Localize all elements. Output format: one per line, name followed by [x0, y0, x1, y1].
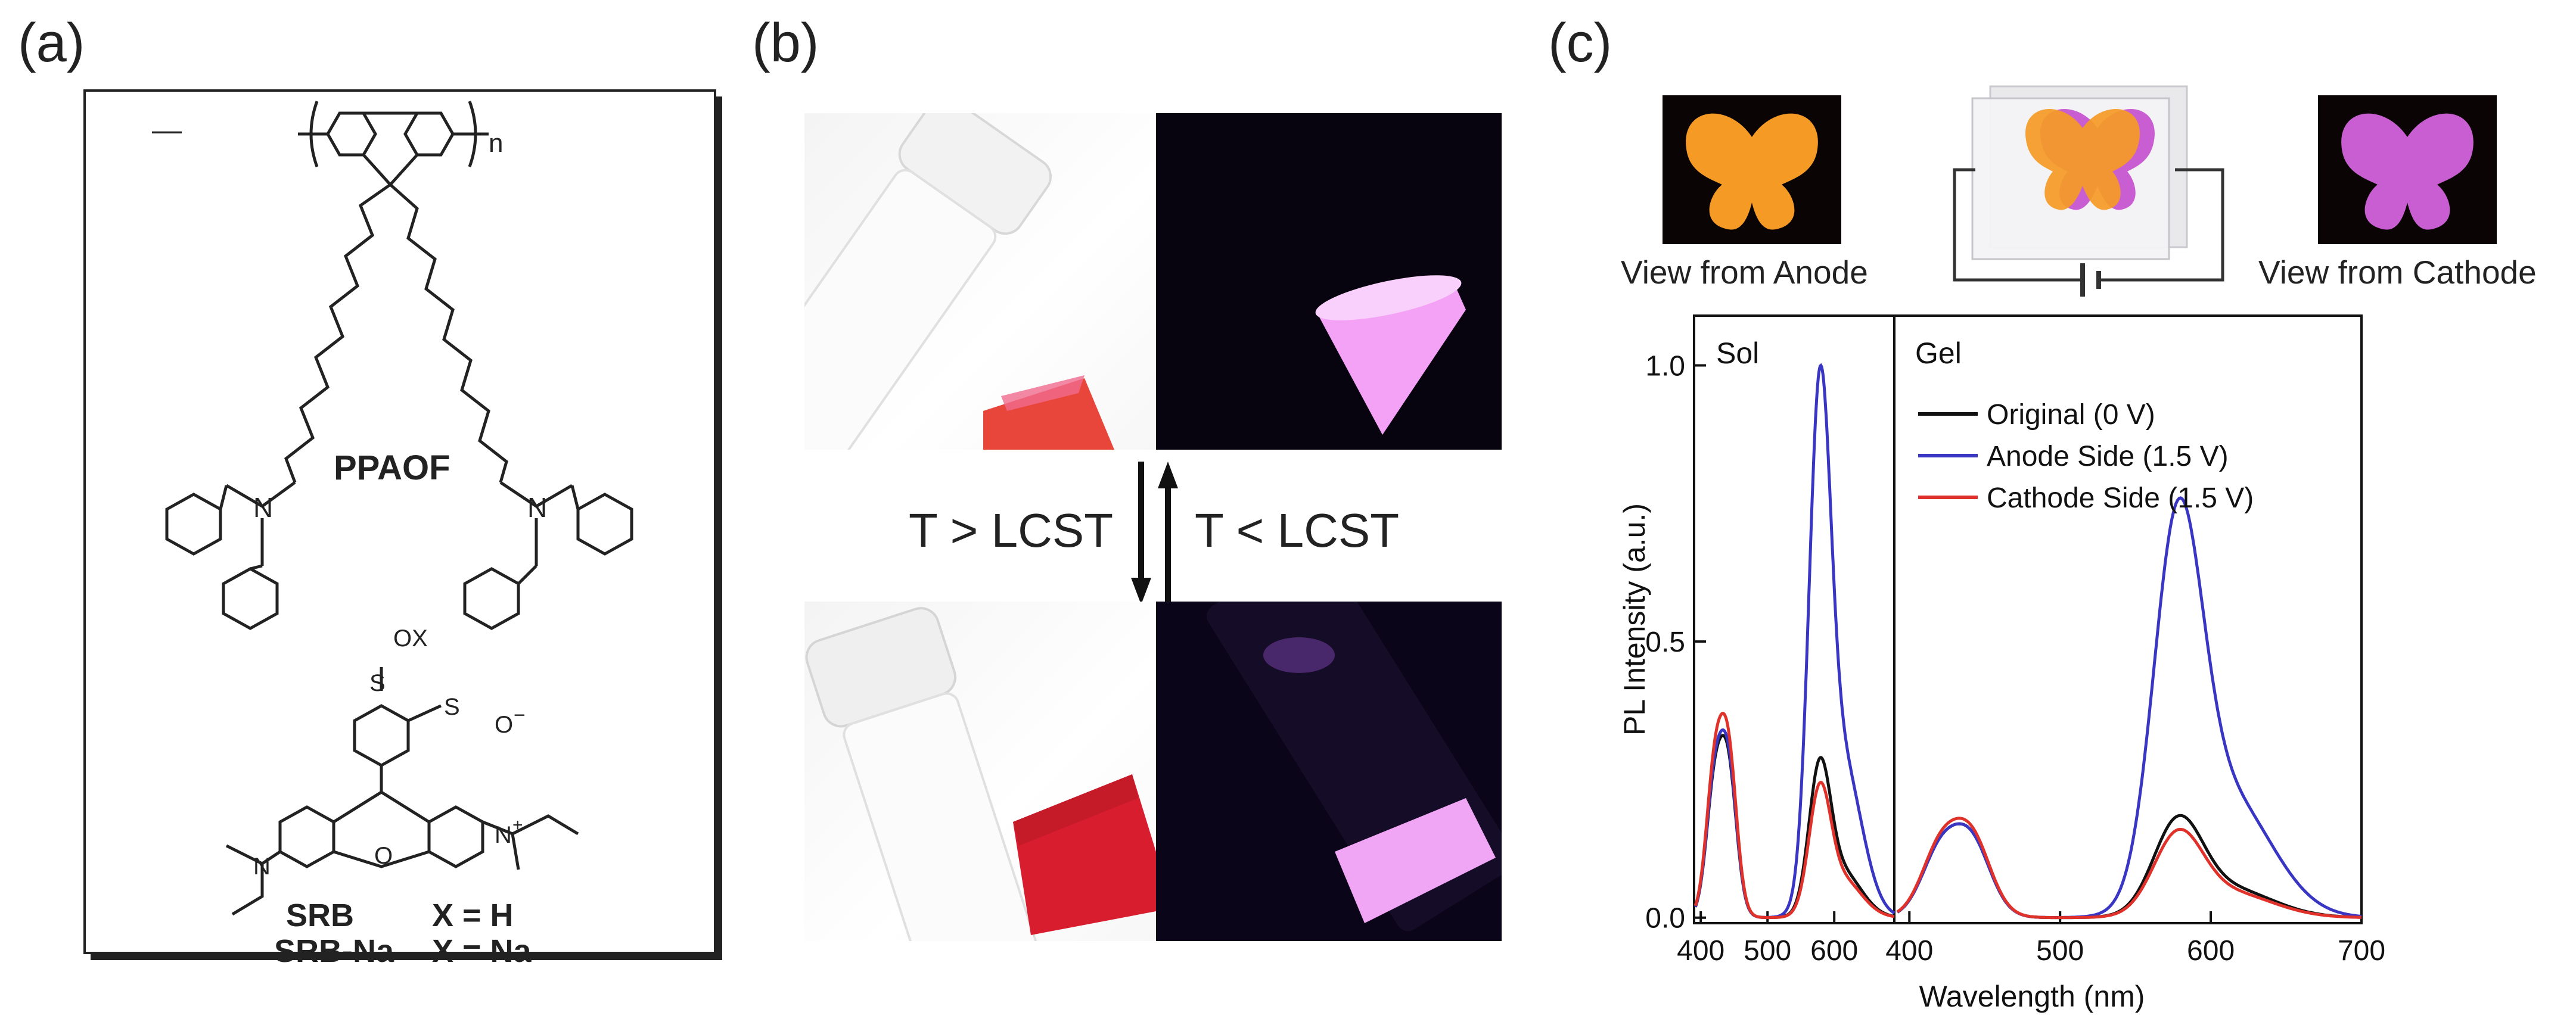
- photo-daylight-gel: [804, 602, 1156, 941]
- chart-legend: Original (0 V) Anode Side (1.5 V) Cathode …: [1918, 399, 2254, 514]
- panel-label-c: (c): [1548, 13, 1612, 73]
- spectrum-line-gel: [1896, 496, 2362, 919]
- compound-name-2: SRB-Na: [274, 933, 394, 965]
- y-tick-label: 0.5: [1645, 627, 1685, 658]
- amine-left-bonds: [225, 481, 296, 566]
- panel-label-b: (b): [752, 13, 819, 73]
- panel-label-a: (a): [18, 13, 85, 73]
- x-tick-label: 600: [1810, 935, 1858, 967]
- legend-label: Anode Side (1.5 V): [1987, 441, 2229, 472]
- amino-nitrogen: N: [253, 853, 271, 880]
- compound-substituent-1: X = H: [432, 898, 514, 933]
- x-tick-label: 500: [2036, 935, 2084, 967]
- y-tick-label: 0.0: [1645, 903, 1685, 934]
- butterfly-orange: [1686, 113, 1818, 230]
- x-tick-label: 400: [1677, 935, 1724, 967]
- red-solution: [983, 378, 1114, 450]
- plot-frame: [1693, 314, 2363, 924]
- amine-right-bonds: [499, 481, 573, 566]
- alkyl-chain-left: [284, 183, 391, 483]
- phenyl-ring: [353, 704, 410, 767]
- view-cathode-label: View from Cathode: [2258, 254, 2537, 291]
- repeat-brackets: [309, 101, 477, 167]
- x-tick-label: 400: [1885, 935, 1933, 967]
- sulfonate-charge: −: [514, 704, 526, 727]
- spectra-curves: [1693, 363, 2362, 920]
- pink-emission: [1317, 283, 1466, 435]
- spectrum-line-gel: [1896, 814, 2362, 920]
- sol-region-label: Sol: [1716, 337, 1759, 370]
- vial-illustration-2: [1315, 275, 1466, 435]
- x-axis-ticks: 400 500 600 400 500 600 700: [1677, 911, 2385, 967]
- srb-structure: [225, 667, 579, 916]
- legend-label: Cathode Side (1.5 V): [1987, 482, 2254, 514]
- pink-gel-emission: [1335, 798, 1496, 923]
- sulfur-label-1: S: [369, 670, 386, 696]
- pyridine-ring-4: [463, 567, 520, 630]
- butterfly-cathode-photo: [2318, 95, 2497, 244]
- butterfly-orange-layer: [2025, 108, 2140, 210]
- photo-uv-gel: [1156, 602, 1502, 941]
- equilibrium-arrows: [1131, 462, 1178, 605]
- diethylamino-groups: [225, 814, 579, 916]
- pyridine-links-right: [517, 485, 580, 585]
- y-tick-label: 1.0: [1645, 350, 1685, 382]
- phenyl-links: [380, 704, 442, 792]
- spectrum-line-sol: [1693, 363, 1896, 919]
- vial-illustration-4: [1206, 602, 1502, 932]
- backbone-dash: —: [152, 113, 182, 147]
- vial-illustration-3: [805, 607, 1156, 941]
- circuit-wire: [1953, 168, 2224, 282]
- view-anode-label: View from Anode: [1621, 254, 1868, 291]
- iminium-nitrogen: N: [495, 822, 512, 848]
- pyridine-ring-3: [576, 493, 633, 556]
- alkyl-chain-right: [389, 183, 508, 483]
- x-tick-label: 600: [2187, 935, 2235, 967]
- pyridine-links-left: [219, 485, 263, 571]
- legend-label: Original (0 V): [1987, 399, 2155, 431]
- sulfonate-oxygen: O: [495, 712, 513, 738]
- iminium-charge: +: [512, 815, 523, 835]
- sulfur-label-2: S: [444, 694, 460, 720]
- sulfonate-ox-label: OX: [393, 625, 428, 652]
- cooling-label: T < LCST: [1195, 504, 1400, 557]
- ppaof-label: PPAOF: [334, 448, 450, 487]
- xanthene-right-ring: [427, 805, 484, 868]
- pl-spectrum-chart: 0.00.51.0 400 500 600 400 500 600 700 Sol Gel …: [1618, 314, 2385, 1013]
- compound-substituent-2: X = Na: [432, 933, 532, 965]
- device-schematic: [1953, 85, 2224, 297]
- up-arrow-head: [1158, 462, 1178, 488]
- chemical-structure-panel: — n N N PPAOF OX S S O − O N + N SRB X =…: [83, 89, 722, 965]
- x-tick-label: 700: [2338, 935, 2385, 967]
- gel-region-label: Gel: [1915, 337, 1962, 370]
- down-arrow-head: [1131, 578, 1151, 605]
- heating-label: T > LCST: [909, 504, 1114, 557]
- spectrum-line-sol: [1693, 711, 1895, 920]
- photo-uv-sol: [1156, 113, 1502, 450]
- butterfly-anode-photo: [1663, 95, 1841, 244]
- amine-label-right: N: [527, 492, 547, 523]
- pyridine-ring-1: [165, 493, 222, 556]
- amine-label-left: N: [253, 492, 273, 523]
- spectrum-line-gel: [1896, 817, 2361, 920]
- fluorene-right-ring: [403, 111, 455, 157]
- compound-name-1: SRB: [286, 898, 354, 933]
- ppaof-structure: [165, 101, 633, 630]
- vial-illustration-1: [804, 113, 1114, 450]
- x-axis-label: Wavelength (nm): [1919, 980, 2145, 1013]
- y-axis-label: PL Intensity (a.u.): [1618, 503, 1651, 736]
- butterfly-magenta: [2341, 113, 2474, 230]
- photo-daylight-sol: [804, 113, 1156, 450]
- xanthene-oxygen: O: [374, 843, 393, 869]
- repeat-subscript: n: [489, 129, 503, 158]
- spectrum-line-sol: [1693, 734, 1895, 920]
- y-axis-ticks: 0.0 0.5 1.0: [1645, 350, 1706, 934]
- x-tick-label: 500: [1744, 935, 1791, 967]
- card-frame: [83, 89, 716, 954]
